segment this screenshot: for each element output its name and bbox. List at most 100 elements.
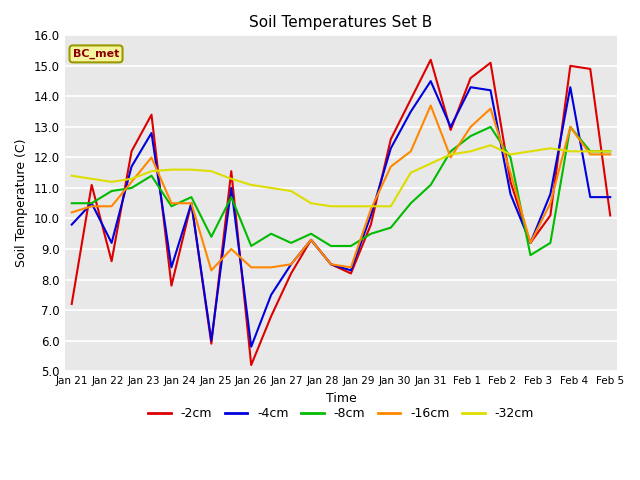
-32cm [168,167,175,172]
-16cm [207,267,215,273]
-16cm [387,164,395,169]
-32cm [68,173,76,179]
-32cm [447,152,454,157]
-16cm [287,262,295,267]
-16cm [367,206,374,212]
-32cm [327,204,335,209]
-4cm [207,338,215,344]
-32cm [367,204,374,209]
Text: BC_met: BC_met [73,49,119,59]
-8cm [347,243,355,249]
Line: -4cm: -4cm [72,81,610,347]
-16cm [128,179,136,185]
-32cm [387,204,395,209]
-16cm [586,152,594,157]
-32cm [527,148,534,154]
-4cm [566,84,574,90]
-8cm [387,225,395,230]
Line: -16cm: -16cm [72,106,610,270]
-4cm [427,78,435,84]
Line: -8cm: -8cm [72,127,610,255]
-2cm [547,213,554,218]
-8cm [566,124,574,130]
-8cm [367,231,374,237]
-2cm [148,112,156,118]
-2cm [507,179,515,185]
-16cm [168,200,175,206]
-8cm [447,148,454,154]
-8cm [287,240,295,246]
-16cm [467,124,474,130]
-2cm [268,313,275,319]
Line: -32cm: -32cm [72,145,610,206]
-2cm [427,57,435,62]
-32cm [268,185,275,191]
-4cm [467,84,474,90]
-32cm [227,176,235,182]
-4cm [606,194,614,200]
-32cm [347,204,355,209]
-16cm [268,264,275,270]
-4cm [507,191,515,197]
-8cm [168,204,175,209]
-16cm [566,124,574,130]
-2cm [347,271,355,276]
-16cm [427,103,435,108]
-32cm [606,148,614,154]
-4cm [347,267,355,273]
-8cm [248,243,255,249]
-8cm [207,234,215,240]
-8cm [507,155,515,160]
-16cm [148,155,156,160]
-16cm [527,240,534,246]
-4cm [168,264,175,270]
-16cm [547,200,554,206]
-16cm [447,155,454,160]
-32cm [427,161,435,167]
-32cm [507,152,515,157]
-32cm [128,176,136,182]
-2cm [207,341,215,347]
-2cm [68,301,76,307]
-2cm [108,258,115,264]
Line: -2cm: -2cm [72,60,610,365]
-2cm [88,182,95,188]
-16cm [606,152,614,157]
-4cm [547,191,554,197]
-8cm [327,243,335,249]
-2cm [586,66,594,72]
-32cm [467,148,474,154]
Legend: -2cm, -4cm, -8cm, -16cm, -32cm: -2cm, -4cm, -8cm, -16cm, -32cm [143,402,539,425]
-8cm [148,173,156,179]
-8cm [188,194,195,200]
Y-axis label: Soil Temperature (C): Soil Temperature (C) [15,139,28,267]
-4cm [227,185,235,191]
-32cm [207,168,215,174]
-2cm [387,136,395,142]
-4cm [268,292,275,298]
-4cm [287,262,295,267]
-8cm [586,148,594,154]
-32cm [407,170,415,176]
-8cm [467,133,474,139]
-32cm [566,148,574,154]
-8cm [128,185,136,191]
-2cm [527,240,534,246]
-8cm [227,194,235,200]
-32cm [307,200,315,206]
-4cm [307,237,315,243]
-4cm [188,200,195,206]
-8cm [547,240,554,246]
-8cm [427,182,435,188]
-2cm [327,262,335,267]
-2cm [287,271,295,276]
-2cm [248,362,255,368]
-16cm [307,237,315,243]
-2cm [367,222,374,228]
-2cm [307,237,315,243]
-2cm [407,96,415,102]
-32cm [486,143,494,148]
-4cm [527,240,534,246]
-16cm [227,246,235,252]
-8cm [268,231,275,237]
